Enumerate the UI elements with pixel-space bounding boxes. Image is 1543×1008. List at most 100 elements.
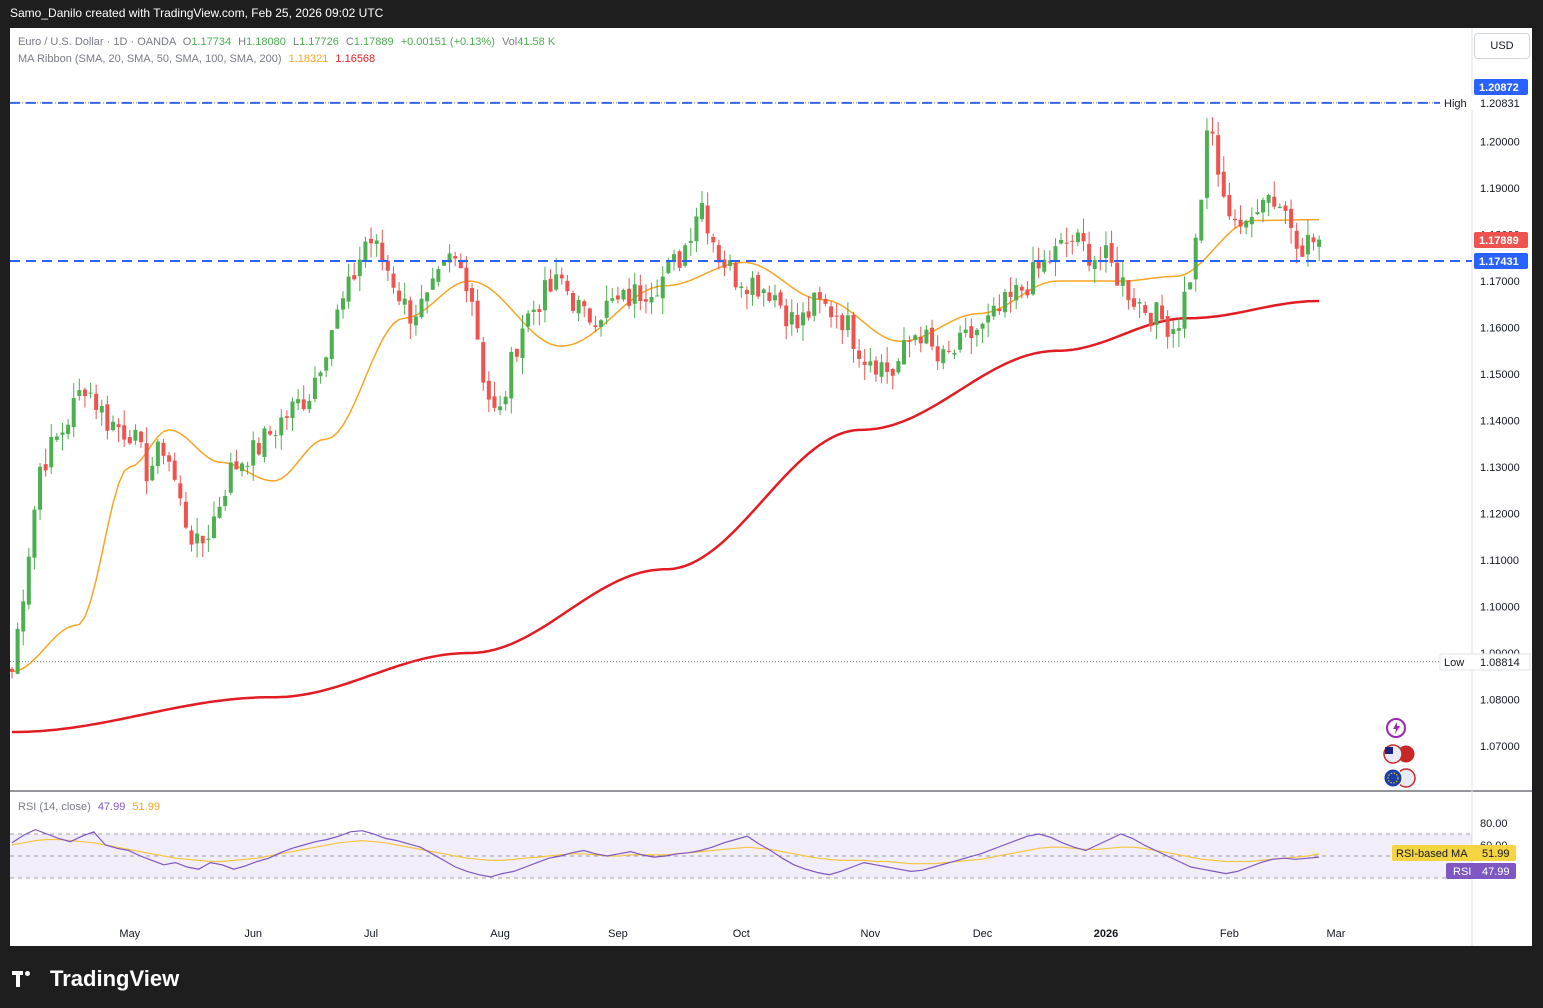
candle[interactable] bbox=[851, 311, 856, 363]
candle[interactable] bbox=[986, 303, 991, 338]
candle[interactable] bbox=[318, 370, 323, 384]
candle[interactable] bbox=[251, 431, 256, 481]
candle[interactable] bbox=[857, 338, 862, 368]
candle[interactable] bbox=[599, 318, 604, 337]
candle[interactable] bbox=[801, 302, 806, 342]
currency-button[interactable]: USD bbox=[1474, 33, 1530, 59]
candle[interactable] bbox=[436, 266, 441, 287]
candle[interactable] bbox=[385, 255, 390, 282]
candle[interactable] bbox=[94, 384, 99, 420]
candle[interactable] bbox=[621, 288, 626, 302]
candle[interactable] bbox=[1300, 237, 1305, 258]
candle[interactable] bbox=[952, 349, 957, 359]
candle[interactable] bbox=[879, 354, 884, 384]
candle[interactable] bbox=[150, 457, 155, 482]
candle[interactable] bbox=[408, 296, 413, 339]
candle[interactable] bbox=[1283, 201, 1288, 225]
candle[interactable] bbox=[105, 395, 110, 440]
candle[interactable] bbox=[464, 256, 469, 303]
candle[interactable] bbox=[363, 236, 368, 268]
candle[interactable] bbox=[1317, 235, 1322, 262]
candle[interactable] bbox=[1059, 232, 1064, 245]
candle[interactable] bbox=[481, 336, 486, 391]
candle[interactable] bbox=[1249, 207, 1254, 238]
candle[interactable] bbox=[1188, 281, 1193, 290]
candle[interactable] bbox=[397, 282, 402, 306]
candle[interactable] bbox=[531, 300, 536, 326]
candle[interactable] bbox=[1165, 310, 1170, 349]
candle[interactable] bbox=[705, 192, 710, 245]
candle[interactable] bbox=[43, 448, 48, 477]
candle[interactable] bbox=[901, 327, 906, 365]
candle[interactable] bbox=[722, 250, 727, 277]
candle[interactable] bbox=[1014, 278, 1019, 310]
candle[interactable] bbox=[167, 451, 172, 472]
candle[interactable] bbox=[116, 418, 121, 443]
candle[interactable] bbox=[110, 415, 115, 432]
candle[interactable] bbox=[660, 266, 665, 315]
candle[interactable] bbox=[778, 289, 783, 309]
candle[interactable] bbox=[1064, 227, 1069, 258]
candle[interactable] bbox=[761, 288, 766, 307]
candle[interactable] bbox=[1227, 182, 1232, 220]
candle[interactable] bbox=[155, 438, 160, 474]
candle[interactable] bbox=[1238, 205, 1243, 235]
candle[interactable] bbox=[1154, 301, 1159, 340]
candle[interactable] bbox=[700, 191, 705, 222]
candle[interactable] bbox=[1053, 238, 1058, 277]
candle[interactable] bbox=[1272, 181, 1277, 210]
candle[interactable] bbox=[82, 387, 87, 408]
candle[interactable] bbox=[795, 303, 800, 333]
eu-us-flag-icon[interactable] bbox=[1383, 768, 1416, 788]
candle[interactable] bbox=[1081, 218, 1086, 252]
candle[interactable] bbox=[643, 284, 648, 314]
candle[interactable] bbox=[509, 346, 514, 414]
candle[interactable] bbox=[268, 425, 273, 437]
candle[interactable] bbox=[930, 319, 935, 351]
candle[interactable] bbox=[329, 330, 334, 367]
candle[interactable] bbox=[391, 266, 396, 294]
candle[interactable] bbox=[677, 249, 682, 272]
candle[interactable] bbox=[228, 452, 233, 496]
candle[interactable] bbox=[369, 227, 374, 258]
candle[interactable] bbox=[279, 408, 284, 450]
candle[interactable] bbox=[273, 429, 278, 449]
candle[interactable] bbox=[1115, 246, 1120, 286]
candle[interactable] bbox=[1193, 233, 1198, 292]
candle[interactable] bbox=[1143, 301, 1148, 316]
candle[interactable] bbox=[475, 289, 480, 340]
candle[interactable] bbox=[1098, 246, 1103, 271]
candle[interactable] bbox=[178, 475, 183, 506]
candle[interactable] bbox=[963, 317, 968, 338]
candle[interactable] bbox=[335, 304, 340, 330]
candle[interactable] bbox=[991, 297, 996, 321]
candle[interactable] bbox=[234, 449, 239, 470]
candle[interactable] bbox=[638, 274, 643, 311]
candle[interactable] bbox=[576, 295, 581, 322]
candle[interactable] bbox=[357, 246, 362, 292]
candle[interactable] bbox=[873, 356, 878, 382]
candle[interactable] bbox=[935, 335, 940, 371]
candle[interactable] bbox=[739, 282, 744, 298]
candle[interactable] bbox=[716, 240, 721, 270]
candle[interactable] bbox=[21, 589, 26, 646]
candle[interactable] bbox=[189, 525, 194, 552]
candle[interactable] bbox=[537, 304, 542, 326]
candle[interactable] bbox=[161, 438, 166, 465]
candle[interactable] bbox=[750, 271, 755, 306]
candle[interactable] bbox=[492, 381, 497, 412]
candle[interactable] bbox=[1305, 220, 1310, 267]
candle[interactable] bbox=[223, 489, 228, 511]
candle[interactable] bbox=[413, 304, 418, 336]
candle[interactable] bbox=[430, 267, 435, 290]
candle[interactable] bbox=[296, 389, 301, 411]
candle[interactable] bbox=[470, 283, 475, 317]
candle[interactable] bbox=[840, 313, 845, 345]
candle[interactable] bbox=[290, 397, 295, 431]
candle[interactable] bbox=[10, 667, 14, 679]
candle[interactable] bbox=[542, 266, 547, 323]
candle[interactable] bbox=[885, 347, 890, 384]
candle[interactable] bbox=[503, 391, 508, 411]
candle[interactable] bbox=[565, 274, 570, 296]
candle[interactable] bbox=[958, 325, 963, 353]
